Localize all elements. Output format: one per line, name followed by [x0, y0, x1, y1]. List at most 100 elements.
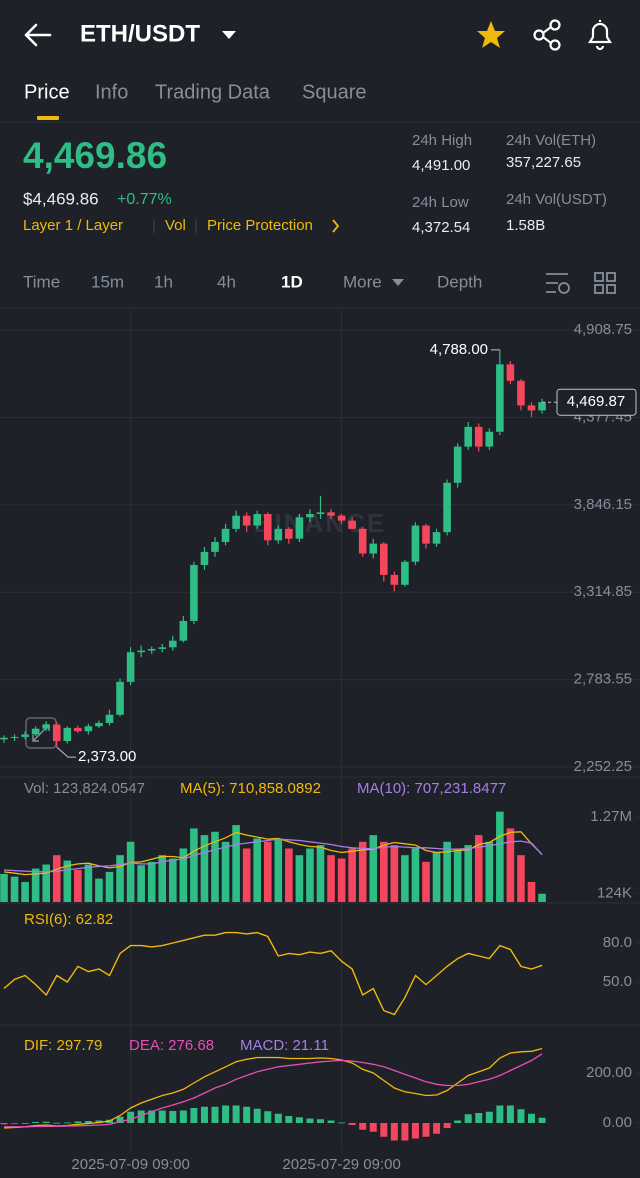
macd-bar [285, 1116, 293, 1123]
ticker-tag[interactable]: Vol [165, 217, 186, 234]
candle-body [74, 727, 82, 732]
volume-bar [84, 864, 93, 902]
candle-body [496, 364, 504, 432]
macd-bar [179, 1110, 187, 1123]
candle-body [42, 724, 50, 729]
y-tick-label: 200.00 [586, 1064, 632, 1081]
macd-bar [464, 1114, 472, 1123]
share-button[interactable] [533, 19, 561, 51]
candle-body [200, 551, 209, 566]
volume-bar [295, 855, 304, 902]
interval[interactable]: 4h [217, 272, 236, 291]
tab[interactable]: Trading Data [155, 81, 271, 103]
volume-bar [137, 865, 145, 902]
volume-bar [211, 831, 219, 902]
volume-bar [432, 851, 441, 902]
favorite-star[interactable] [477, 21, 505, 48]
interval[interactable]: More [343, 272, 382, 291]
macd-bar [253, 1108, 261, 1123]
macd-bar [211, 1106, 219, 1123]
y-tick-label: 124K [597, 885, 632, 902]
ma-line [3, 838, 543, 873]
candle-body [390, 574, 399, 585]
candle-body [506, 364, 515, 381]
volume-bar [380, 841, 388, 902]
interval[interactable]: Depth [437, 272, 482, 291]
volume-bar [10, 876, 19, 902]
volume-bar [52, 855, 61, 902]
volume-bar [464, 845, 472, 902]
ticker-tag[interactable]: Price Protection [207, 217, 313, 234]
macd-bar [200, 1106, 208, 1123]
volume-bar [263, 841, 272, 902]
candle-body [263, 514, 272, 541]
candle-body [274, 528, 283, 541]
chevron[interactable] [332, 219, 340, 233]
stat-value: 4,372.54 [412, 219, 470, 236]
candle-body [158, 647, 167, 649]
y-tick-label: 50.0 [603, 973, 632, 990]
volume-bar [401, 855, 409, 902]
macd-bar [433, 1123, 441, 1134]
y-tick-label: 4,908.75 [574, 321, 632, 338]
interval[interactable]: 1h [154, 272, 173, 291]
alert-bell[interactable] [588, 20, 612, 51]
volume-bar [253, 838, 261, 902]
volume-bar [485, 841, 494, 902]
macd-bar [32, 1122, 40, 1123]
volume-bar [190, 828, 198, 902]
volume-bar [538, 893, 546, 902]
ticker-tag[interactable]: Layer 1 / Layer [23, 217, 123, 234]
candle-body [169, 640, 177, 648]
interval[interactable]: Time [23, 272, 60, 291]
macd-bar [84, 1121, 92, 1123]
candle-body [432, 532, 441, 544]
candle-body [0, 737, 8, 740]
volume-bar [285, 848, 293, 902]
more-caret[interactable] [392, 279, 404, 286]
macd-bar [369, 1123, 377, 1132]
volume-bar [147, 861, 156, 902]
back-button[interactable] [24, 23, 52, 47]
macd-bar [496, 1105, 504, 1123]
volume-bar [337, 858, 346, 902]
y-tick-label: 2,783.55 [574, 671, 632, 688]
tab[interactable]: Info [95, 81, 128, 103]
candle-body [95, 722, 103, 727]
macd-bar [306, 1118, 314, 1123]
volume-bar [443, 841, 451, 902]
volume-bar [116, 855, 124, 902]
pair-title[interactable]: ETH/USDT [80, 20, 200, 47]
macd-bar [411, 1123, 419, 1139]
volume-bar [358, 841, 367, 902]
macd-bar [158, 1110, 166, 1123]
layout-toggle[interactable] [594, 272, 616, 294]
macd-bar [401, 1123, 409, 1141]
candle-body [474, 426, 483, 447]
volume-bar [126, 841, 135, 902]
interval[interactable]: 15m [91, 272, 124, 291]
indicator-settings[interactable] [546, 273, 570, 294]
volume-bar [422, 861, 430, 902]
candle-body [422, 525, 430, 544]
tab[interactable]: Square [302, 81, 367, 103]
macd-bar [11, 1123, 19, 1124]
pair-dropdown[interactable] [222, 31, 236, 39]
volume-bar [369, 835, 378, 902]
candle-body [253, 514, 261, 526]
legend-entry: DIF: 297.79 [24, 1037, 102, 1054]
stat-label: 24h Low [412, 194, 469, 211]
y-tick-label: 3,314.85 [574, 583, 632, 600]
volume-bar [411, 848, 420, 902]
macd-bar [274, 1113, 282, 1123]
x-tick-label: 2025-07-09 09:00 [71, 1156, 189, 1173]
tab[interactable]: Price [24, 81, 70, 103]
usd-price: $4,469.86 [23, 189, 99, 208]
candle-body [84, 726, 93, 732]
candle-body [306, 514, 314, 518]
macd-bar [422, 1123, 430, 1137]
legend-entry: MA(10): 707,231.8477 [357, 780, 506, 797]
low-label: 2,373.00 [78, 748, 136, 765]
interval[interactable]: 1D [281, 272, 303, 291]
